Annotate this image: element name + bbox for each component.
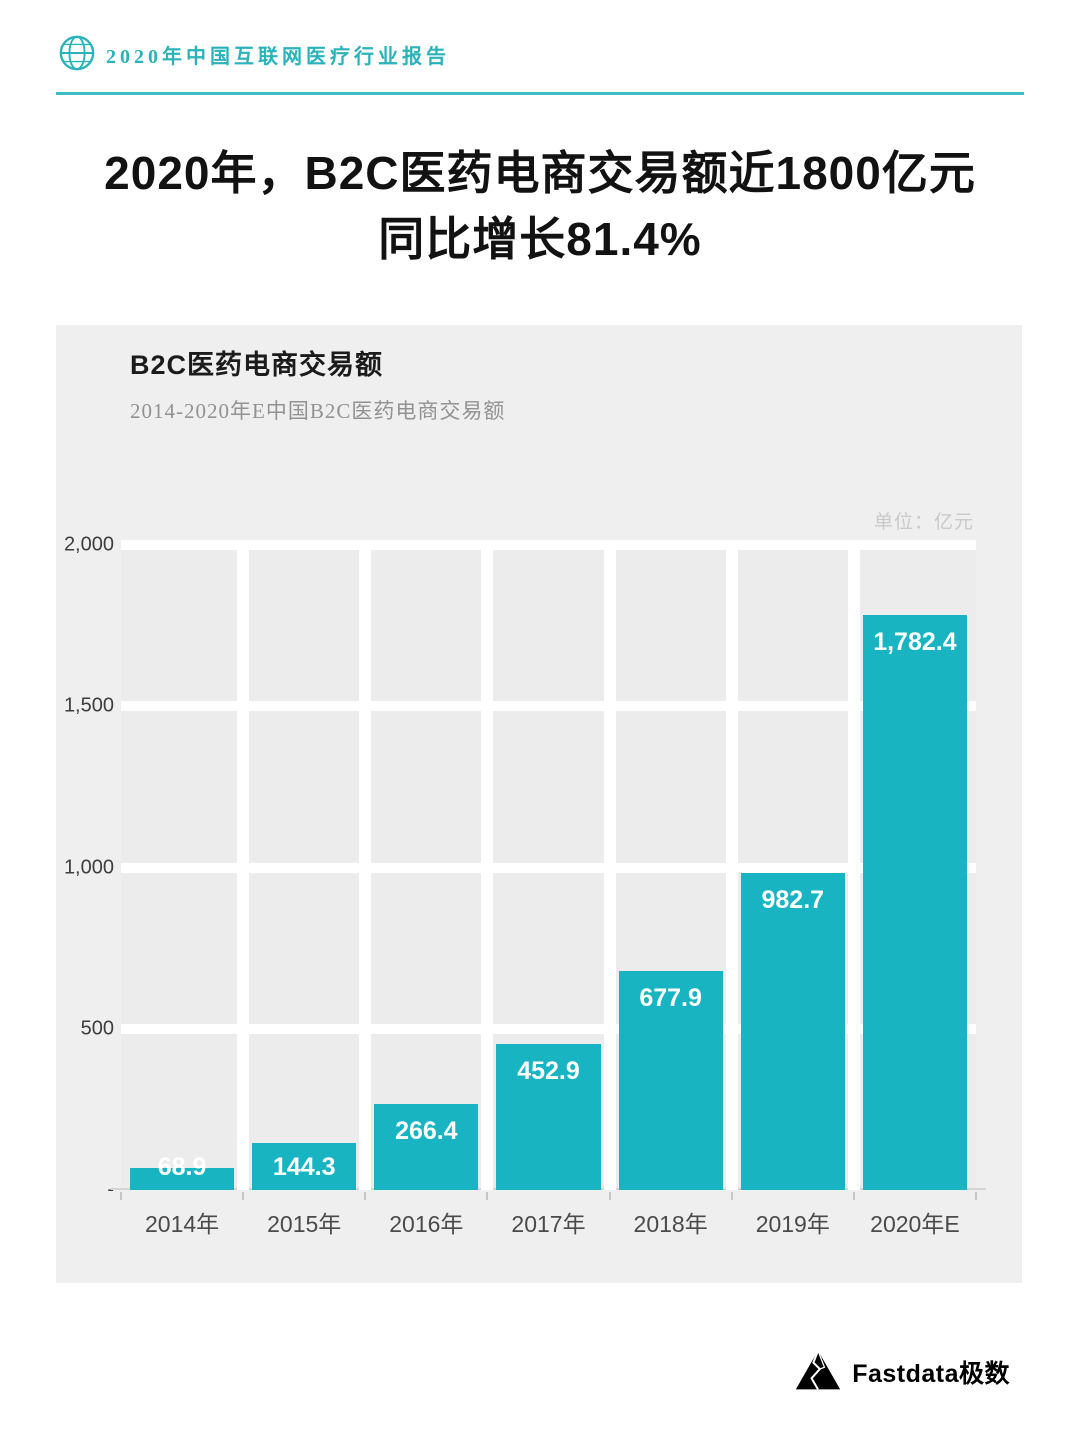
- bar-value-label: 677.9: [639, 984, 702, 1013]
- bar-2015年: [252, 1143, 357, 1190]
- x-axis-labels: 2014年 2015年 2016年 2017年 2018年 2019年 2020年E: [121, 1205, 976, 1239]
- y-axis-tick-label: 500: [80, 1017, 114, 1040]
- bar-column: 68.9: [121, 545, 243, 1190]
- page-headline: 2020年，B2C医药电商交易额近1800亿元 同比增长81.4%: [0, 140, 1080, 272]
- gridline-y-1000: [121, 862, 976, 873]
- column-separator: [847, 545, 860, 1190]
- x-axis-tick: [120, 1192, 122, 1200]
- x-axis-tick: [242, 1192, 245, 1200]
- x-axis-tick: [364, 1192, 367, 1200]
- x-axis-category-label: 2017年: [511, 1211, 586, 1237]
- bar-value-label: 1,782.4: [873, 628, 957, 657]
- chart-panel: B2C医药电商交易额 2014-2020年E中国B2C医药电商交易额 单位：亿元…: [56, 325, 1022, 1283]
- bar-2017年: [496, 1043, 601, 1190]
- gridline-y-1500: [121, 701, 976, 712]
- x-axis-tick: [730, 1192, 733, 1200]
- gridline-y-500: [121, 1023, 976, 1034]
- mountain-logo-icon: [794, 1348, 842, 1397]
- x-axis-category-label: 2015年: [267, 1211, 342, 1237]
- bar-column: 982.7: [732, 545, 854, 1190]
- bar-column: 266.4: [365, 545, 487, 1190]
- y-axis-tick-label: 1,500: [63, 694, 114, 717]
- x-axis-tick: [852, 1192, 855, 1200]
- bar-2014年: [130, 1167, 235, 1190]
- x-axis-tick: [975, 1192, 977, 1200]
- bar-column: 452.9: [487, 545, 609, 1190]
- bar-2018年: [618, 971, 723, 1190]
- bar-column: 677.9: [610, 545, 732, 1190]
- bar-2019年: [740, 873, 845, 1190]
- plot-area: 68.9 144.3 266.4 452.9 677.9 982.7 1,782.4: [111, 540, 986, 1200]
- brand-text: Fastdata极数: [852, 1360, 1010, 1388]
- column-separator: [359, 545, 372, 1190]
- bar-column: 144.3: [243, 545, 365, 1190]
- bar-value-label: 68.9: [157, 1153, 207, 1181]
- column-separator: [725, 545, 738, 1190]
- chart-subtitle: 2014-2020年E中国B2C医药电商交易额: [130, 399, 506, 423]
- bar-2016年: [374, 1104, 479, 1190]
- column-separator: [237, 545, 250, 1190]
- headline-line1: 2020年，B2C医药电商交易额近1800亿元: [104, 147, 976, 199]
- y-axis-labels: - 500 1,000 1,500 2,000: [63, 534, 114, 1201]
- x-axis-category-label: 2016年: [389, 1211, 464, 1237]
- header-divider: [56, 92, 1024, 95]
- column-separator: [603, 545, 616, 1190]
- x-axis-category-label: 2020年E: [870, 1211, 960, 1237]
- y-axis-tick-label: 2,000: [63, 533, 114, 556]
- headline-line2: 同比增长81.4%: [378, 213, 702, 265]
- footer-brand: Fastdata极数: [794, 1342, 1010, 1402]
- page-header: 2020年中国互联网医疗行业报告: [56, 30, 1024, 76]
- x-axis-category-label: 2019年: [755, 1211, 830, 1237]
- globe-icon: [58, 34, 96, 72]
- unit-label: 单位：亿元: [873, 512, 974, 533]
- bar-2020年E: [862, 615, 967, 1190]
- y-axis-tick-label: -: [107, 1179, 114, 1202]
- chart-title: B2C医药电商交易额: [130, 350, 384, 380]
- bar-value-label: 452.9: [517, 1056, 580, 1085]
- report-title: 2020年中国互联网医疗行业报告: [106, 46, 450, 68]
- x-axis-tick: [486, 1192, 489, 1200]
- x-axis-tick: [608, 1192, 611, 1200]
- x-axis-category-label: 2018年: [633, 1211, 708, 1237]
- bar-value-label: 982.7: [761, 886, 825, 915]
- column-separator: [481, 545, 494, 1190]
- bar-value-label: 266.4: [395, 1117, 458, 1146]
- x-axis-category-label: 2014年: [144, 1211, 220, 1237]
- bar-value-label: 144.3: [272, 1153, 336, 1181]
- bar-columns: 68.9 144.3 266.4 452.9 677.9 982.7 1,782.4: [121, 545, 976, 1190]
- y-axis-tick-label: 1,000: [63, 856, 114, 878]
- gridline-y-2000: [121, 540, 976, 550]
- bar-column: 1,782.4: [854, 545, 976, 1190]
